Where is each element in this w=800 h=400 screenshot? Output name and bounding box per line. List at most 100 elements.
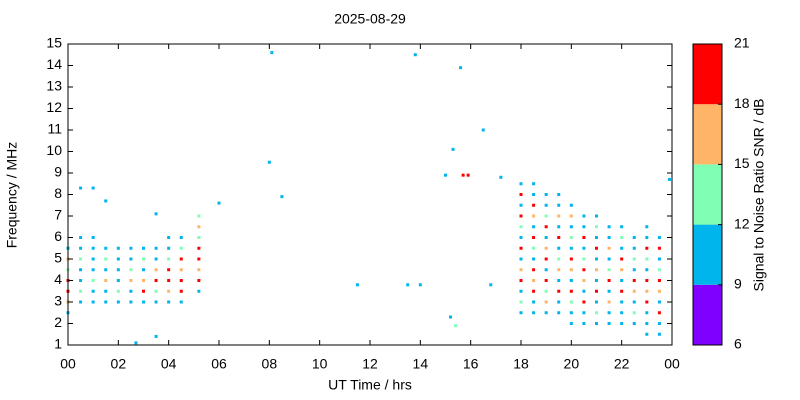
data-point: [595, 322, 598, 325]
y-tick-label: 8: [54, 185, 62, 201]
data-point: [142, 268, 145, 272]
data-point: [595, 236, 598, 239]
data-point: [179, 289, 183, 293]
data-point: [91, 268, 95, 272]
x-tick-label: 14: [413, 356, 429, 372]
data-point: [544, 300, 548, 304]
data-point: [79, 279, 83, 282]
data-point: [104, 257, 108, 261]
data-point: [645, 279, 649, 282]
x-tick-label: 04: [161, 356, 177, 372]
data-point: [557, 311, 561, 315]
data-point: [569, 225, 573, 229]
data-point: [595, 279, 598, 282]
data-point: [197, 236, 201, 239]
data-point: [104, 268, 108, 272]
data-point: [532, 279, 536, 282]
y-tick-label: 3: [54, 293, 62, 309]
colorbar-tick-label: 21: [734, 35, 750, 51]
data-point: [544, 225, 548, 229]
data-point: [569, 311, 573, 315]
data-point: [532, 311, 536, 315]
data-point: [582, 289, 586, 293]
data-point: [569, 279, 573, 282]
data-point: [557, 203, 561, 207]
data-point: [657, 300, 661, 304]
data-point: [544, 214, 548, 218]
data-point: [607, 311, 611, 315]
data-point: [167, 279, 171, 282]
x-tick-label: 10: [312, 356, 328, 372]
data-point: [557, 289, 561, 293]
data-point: [116, 268, 120, 272]
y-tick-label: 6: [54, 228, 62, 244]
data-point: [595, 257, 598, 261]
data-point: [280, 195, 284, 199]
data-point: [632, 246, 636, 250]
data-point: [519, 225, 523, 229]
data-point: [532, 268, 536, 272]
data-point: [142, 289, 145, 293]
data-point: [79, 300, 83, 304]
data-point: [167, 268, 171, 272]
data-point: [142, 246, 145, 250]
data-point: [91, 300, 95, 304]
data-point: [459, 66, 463, 70]
data-point: [620, 279, 624, 282]
data-point: [657, 236, 661, 239]
data-point: [129, 279, 133, 282]
x-tick-label: 08: [262, 356, 278, 372]
data-point: [532, 182, 536, 186]
data-point: [557, 225, 561, 229]
data-point: [657, 332, 661, 336]
y-tick-label: 7: [54, 207, 62, 223]
data-point: [217, 201, 221, 205]
data-point: [582, 279, 586, 282]
data-point: [607, 322, 611, 325]
data-point: [582, 225, 586, 229]
data-point: [519, 203, 523, 207]
y-tick-label: 1: [54, 336, 62, 352]
colorbar-tick-label: 12: [734, 215, 750, 231]
colorbar-frame: [692, 43, 723, 346]
data-point: [104, 289, 108, 293]
data-point: [620, 322, 624, 325]
data-point: [179, 268, 183, 272]
data-point: [413, 53, 417, 57]
y-tick-label: 14: [46, 56, 62, 72]
colorbar-label: Signal to Noise Ratio SNR / dB: [751, 99, 767, 292]
data-point: [454, 324, 458, 328]
data-point: [582, 246, 586, 250]
data-point: [154, 257, 158, 261]
data-point: [595, 225, 598, 229]
data-point: [91, 186, 95, 190]
data-point: [519, 279, 523, 282]
data-point: [532, 289, 536, 293]
data-point: [632, 300, 636, 304]
data-point: [657, 289, 661, 293]
data-point: [197, 214, 201, 218]
data-point: [154, 246, 158, 250]
data-point: [129, 268, 133, 272]
data-point: [657, 246, 661, 250]
data-point: [532, 193, 536, 196]
data-point: [657, 279, 661, 282]
data-point: [142, 257, 145, 261]
data-point: [620, 300, 624, 304]
data-point: [154, 268, 158, 272]
data-point: [595, 300, 598, 304]
data-point: [569, 257, 573, 261]
data-point: [582, 257, 586, 261]
colorbar-segment: [693, 284, 722, 345]
data-point: [607, 268, 611, 272]
data-point: [129, 246, 133, 250]
data-point: [79, 186, 83, 190]
x-tick-label: 20: [564, 356, 580, 372]
data-point: [595, 311, 598, 315]
data-point: [91, 246, 95, 250]
data-point: [620, 246, 624, 250]
data-point: [632, 289, 636, 293]
data-point: [645, 225, 649, 229]
data-point: [142, 300, 145, 304]
data-point: [91, 257, 95, 261]
